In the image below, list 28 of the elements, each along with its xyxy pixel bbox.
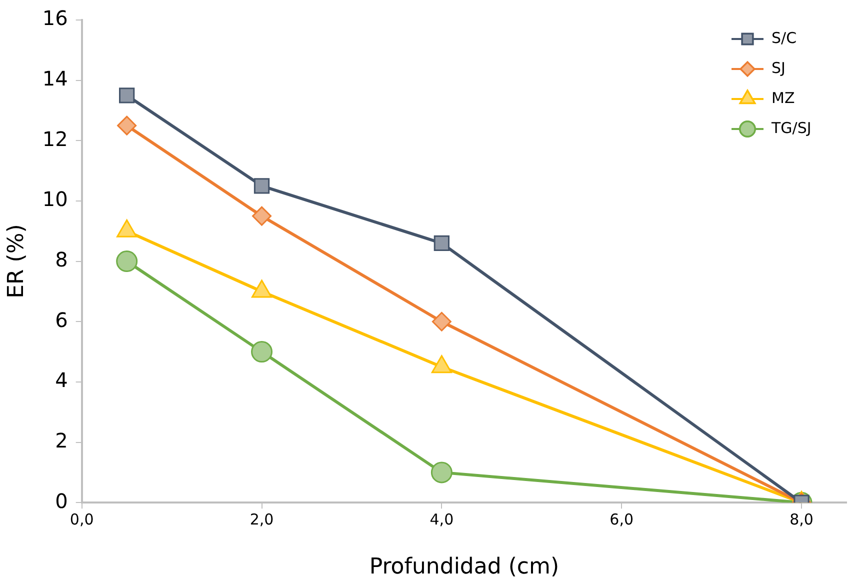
point	[434, 235, 450, 252]
y-tick-label: 8	[55, 248, 68, 272]
point	[117, 116, 137, 136]
point	[116, 250, 138, 272]
point	[431, 355, 452, 374]
x-tick-label: 0,0	[70, 510, 94, 528]
y-tick-label: 14	[42, 66, 68, 91]
point	[432, 312, 452, 332]
y-tick-label: 2	[55, 428, 68, 452]
y-axis-title: ER (%)	[4, 224, 29, 298]
x-tick-label: 6,0	[610, 510, 634, 528]
point	[252, 206, 272, 226]
y-tick-label: 16	[42, 6, 68, 30]
x-tick-label: 2,0	[250, 510, 274, 528]
x-tick-label: 8,0	[790, 510, 814, 528]
y-tick-label: 10	[42, 187, 68, 212]
x-axis-title: Profundidad (cm)	[369, 554, 560, 580]
point	[254, 178, 270, 194]
point	[119, 88, 135, 104]
legend-label: MZ	[772, 88, 795, 107]
y-tick-label: 0	[55, 488, 68, 513]
y-tick-label: 6	[55, 308, 68, 332]
legend-label: SJ	[772, 58, 786, 77]
legend-label: TG/SJ	[770, 118, 812, 137]
legend-label: S/C	[772, 28, 797, 47]
y-tick-label: 4	[55, 368, 68, 392]
y-tick-label: 12	[42, 126, 68, 151]
x-tick-label: 4,0	[430, 510, 454, 528]
